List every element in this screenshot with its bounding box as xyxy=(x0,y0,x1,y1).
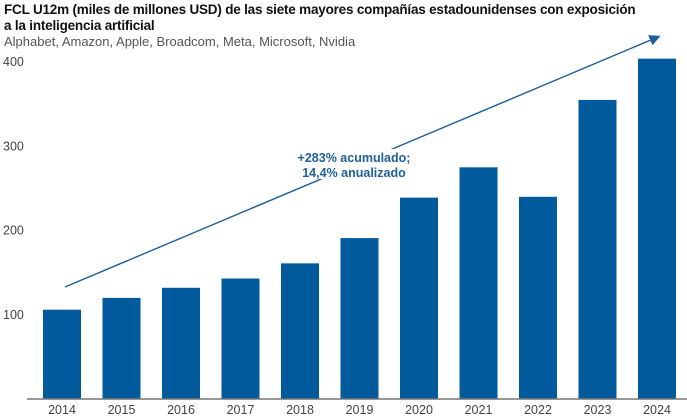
annotation-line: +283% acumulado; xyxy=(298,151,411,165)
x-tick-label: 2017 xyxy=(227,403,255,416)
bar-2024 xyxy=(638,58,676,399)
x-tick-label: 2015 xyxy=(108,403,136,416)
x-tick-label: 2020 xyxy=(405,403,433,416)
bar-2022 xyxy=(519,196,557,399)
x-tick-label: 2019 xyxy=(346,403,374,416)
y-tick-label: 100 xyxy=(3,308,24,322)
chart-title: FCL U12m (miles de millones USD) de las … xyxy=(4,2,636,34)
x-tick-label: 2021 xyxy=(465,403,493,416)
bar-2014 xyxy=(43,309,81,399)
title-line-1: FCL U12m (miles de millones USD) de las … xyxy=(4,2,636,17)
bar-2019 xyxy=(340,238,379,399)
bar-2020 xyxy=(400,197,438,399)
y-tick-label: 200 xyxy=(3,224,24,238)
y-tick-label: 400 xyxy=(3,55,24,69)
annotation-background xyxy=(288,149,422,179)
bar-2017 xyxy=(221,278,260,399)
x-tick-label: 2016 xyxy=(167,403,195,416)
x-tick-label: 2024 xyxy=(643,403,671,416)
x-tick-label: 2018 xyxy=(286,403,314,416)
x-tick-label: 2023 xyxy=(584,403,612,416)
title-line-2: a la inteligencia artificial xyxy=(4,18,155,33)
y-tick-label: 300 xyxy=(3,139,24,153)
chart-subtitle: Alphabet, Amazon, Apple, Broadcom, Meta,… xyxy=(4,34,356,49)
bar-2015 xyxy=(102,297,141,399)
annotation-line: 14,4% anualizado xyxy=(302,166,406,180)
bar-2016 xyxy=(162,287,200,399)
x-tick-label: 2022 xyxy=(524,403,552,416)
bar-2023 xyxy=(578,99,617,399)
bar-2021 xyxy=(459,167,498,399)
bar-2018 xyxy=(281,263,319,399)
x-tick-label: 2014 xyxy=(48,403,76,416)
